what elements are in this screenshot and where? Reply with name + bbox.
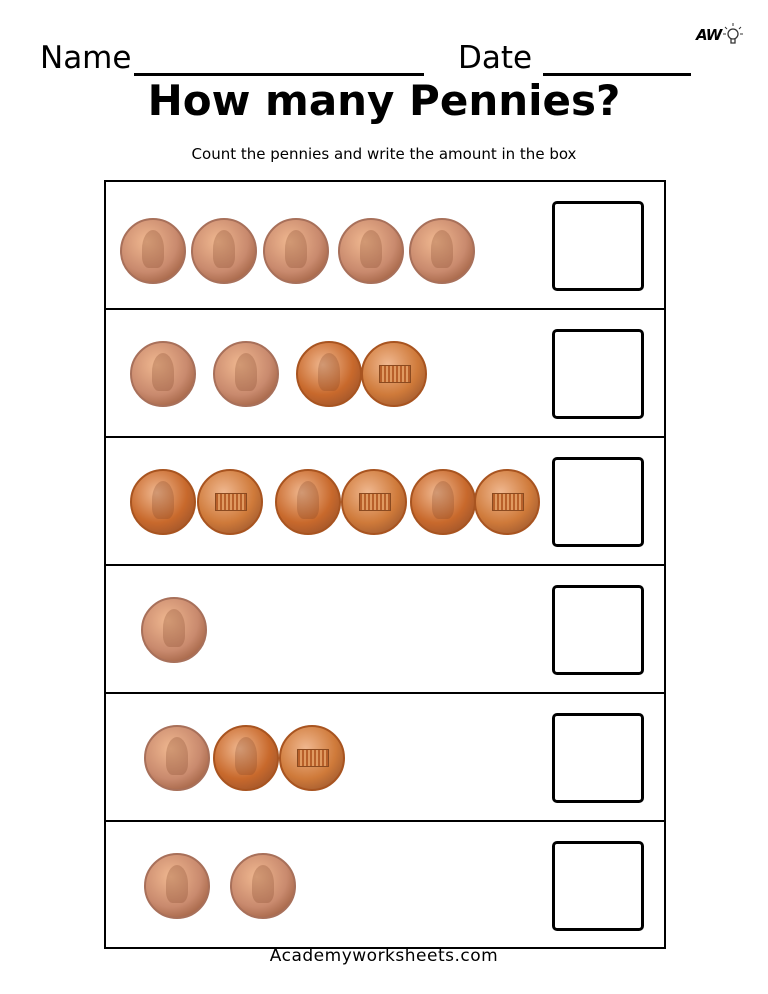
memorial-icon <box>492 493 524 511</box>
penny-front-shiny-icon <box>275 469 341 535</box>
name-label: Name <box>40 40 132 76</box>
penny-front-pale-icon <box>120 218 186 284</box>
worksheet-row <box>106 310 664 438</box>
name-field[interactable] <box>134 73 424 76</box>
penny-front-pale-icon <box>130 341 196 407</box>
penny-front-pale-icon <box>191 218 257 284</box>
answer-box[interactable] <box>552 201 644 291</box>
penny-front-pale-icon <box>263 218 329 284</box>
penny-front-pale-icon <box>409 218 475 284</box>
lincoln-portrait-icon <box>163 609 185 647</box>
penny-front-pale-icon <box>230 853 296 919</box>
penny-front-pale-icon <box>144 725 210 791</box>
counting-table <box>104 180 666 949</box>
penny-back-shiny-icon <box>361 341 427 407</box>
date-label: Date <box>458 40 533 76</box>
lincoln-portrait-icon <box>235 353 257 391</box>
lincoln-portrait-icon <box>166 737 188 775</box>
worksheet-row <box>106 438 664 566</box>
lincoln-portrait-icon <box>360 230 382 268</box>
lincoln-portrait-icon <box>252 865 274 903</box>
answer-box[interactable] <box>552 329 644 419</box>
lincoln-portrait-icon <box>318 353 340 391</box>
lincoln-portrait-icon <box>431 230 453 268</box>
memorial-icon <box>379 365 411 383</box>
instructions: Count the pennies and write the amount i… <box>191 145 577 163</box>
penny-back-shiny-icon <box>474 469 540 535</box>
lincoln-portrait-icon <box>297 481 319 519</box>
memorial-icon <box>359 493 391 511</box>
penny-front-pale-icon <box>141 597 207 663</box>
footer-website: Academyworksheets.com <box>269 946 499 966</box>
penny-front-shiny-icon <box>213 725 279 791</box>
answer-box[interactable] <box>552 713 644 803</box>
penny-front-pale-icon <box>213 341 279 407</box>
penny-front-shiny-icon <box>130 469 196 535</box>
worksheet-row <box>106 182 664 310</box>
answer-box[interactable] <box>552 585 644 675</box>
memorial-icon <box>215 493 247 511</box>
worksheet-row <box>106 822 664 950</box>
worksheet-row <box>106 694 664 822</box>
lincoln-portrait-icon <box>152 481 174 519</box>
penny-front-pale-icon <box>338 218 404 284</box>
memorial-icon <box>297 749 329 767</box>
lincoln-portrait-icon <box>285 230 307 268</box>
penny-back-shiny-icon <box>197 469 263 535</box>
logo: AW <box>696 26 722 44</box>
lincoln-portrait-icon <box>213 230 235 268</box>
lincoln-portrait-icon <box>432 481 454 519</box>
lincoln-portrait-icon <box>142 230 164 268</box>
worksheet-row <box>106 566 664 694</box>
answer-box[interactable] <box>552 841 644 931</box>
page-title: How many Pennies? <box>147 76 621 125</box>
penny-back-shiny-icon <box>341 469 407 535</box>
penny-front-shiny-icon <box>410 469 476 535</box>
penny-back-shiny-icon <box>279 725 345 791</box>
date-field[interactable] <box>543 73 691 76</box>
answer-box[interactable] <box>552 457 644 547</box>
lincoln-portrait-icon <box>166 865 188 903</box>
lincoln-portrait-icon <box>235 737 257 775</box>
penny-front-shiny-icon <box>296 341 362 407</box>
penny-front-pale-icon <box>144 853 210 919</box>
lincoln-portrait-icon <box>152 353 174 391</box>
lightbulb-icon <box>723 23 743 44</box>
